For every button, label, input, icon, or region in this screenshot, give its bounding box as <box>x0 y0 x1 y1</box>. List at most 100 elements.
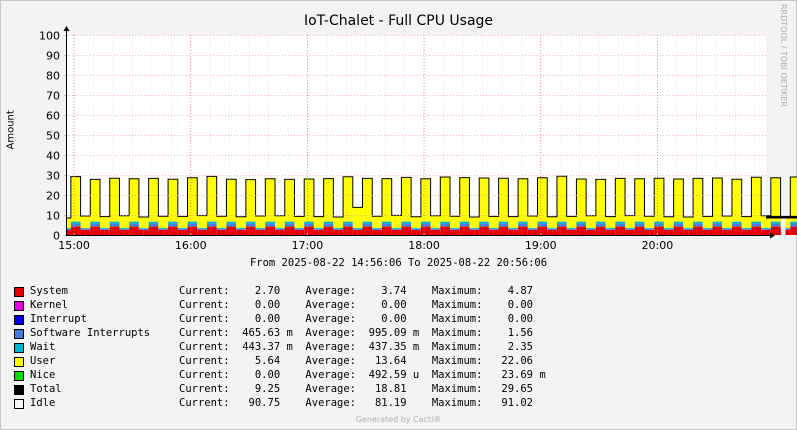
area-wait <box>693 221 703 224</box>
area-wait <box>202 227 207 229</box>
area-user <box>420 178 431 222</box>
area-software-interrupts <box>362 223 373 227</box>
area-user <box>610 216 616 228</box>
area-wait <box>430 227 436 229</box>
area-wait <box>688 227 694 229</box>
area-user <box>576 179 587 222</box>
area-wait <box>469 227 475 229</box>
area-system <box>411 229 416 235</box>
area-software-interrupts <box>629 228 635 230</box>
area-software-interrupts <box>668 228 674 230</box>
area-software-interrupts <box>70 223 81 227</box>
area-user <box>688 217 694 228</box>
area-user <box>761 215 766 228</box>
area-wait <box>702 227 708 229</box>
legend-series-name: System <box>30 285 68 297</box>
area-software-interrupts <box>323 223 334 227</box>
area-user <box>216 216 222 228</box>
area-software-interrupts <box>182 228 188 230</box>
area-system <box>275 229 280 235</box>
area-system <box>357 229 363 235</box>
area-user <box>158 216 164 228</box>
area-system <box>362 226 373 235</box>
area-user <box>197 215 203 228</box>
legend-series-name: Nice <box>30 369 56 381</box>
area-user <box>338 217 344 228</box>
area-software-interrupts <box>202 228 207 230</box>
legend-swatch <box>14 357 24 367</box>
legend-swatch <box>14 329 24 339</box>
area-software-interrupts <box>343 223 353 227</box>
area-system <box>770 226 781 235</box>
area-system <box>241 229 246 235</box>
area-system <box>552 229 557 235</box>
rrdtool-watermark: RRDTOOL / TOBI OETIKER <box>779 4 788 108</box>
area-user <box>508 216 514 228</box>
legend-series-stats: Current: 9.25 Average: 18.81 Maximum: 29… <box>179 383 546 395</box>
area-wait <box>591 227 596 229</box>
area-software-interrupts <box>547 228 553 230</box>
area-software-interrupts <box>746 228 752 230</box>
area-wait <box>100 227 105 229</box>
area-wait <box>80 227 86 229</box>
area-software-interrupts <box>634 223 645 227</box>
area-wait <box>216 227 222 229</box>
area-software-interrupts <box>381 223 392 227</box>
area-wait <box>780 227 782 229</box>
legend-series-stats: Current: 5.64 Average: 13.64 Maximum: 22… <box>179 355 546 367</box>
area-wait <box>450 227 455 229</box>
area-user <box>85 216 91 228</box>
x-tick-label: 15:00 <box>58 239 90 252</box>
area-software-interrupts <box>430 228 436 230</box>
area-software-interrupts <box>454 228 460 230</box>
area-software-interrupts <box>552 228 557 230</box>
area-wait <box>168 221 178 224</box>
area-user <box>265 178 276 222</box>
area-wait <box>722 227 728 229</box>
area-wait <box>629 227 635 229</box>
area-user <box>634 178 645 222</box>
area-software-interrupts <box>104 228 110 230</box>
area-software-interrupts <box>537 223 548 227</box>
area-user <box>381 178 392 222</box>
area-software-interrupts <box>518 223 528 227</box>
area-software-interrupts <box>731 223 742 227</box>
chart-title: IoT-Chalet - Full CPU Usage <box>303 13 494 29</box>
area-user <box>683 217 689 228</box>
plot-background <box>66 35 766 235</box>
area-wait <box>571 227 577 229</box>
legend-swatch <box>14 371 24 381</box>
area-system <box>790 226 797 235</box>
area-system <box>712 226 723 235</box>
area-user <box>362 178 373 222</box>
area-user <box>780 216 782 228</box>
area-user <box>202 215 207 228</box>
area-system <box>80 229 86 235</box>
area-user <box>537 177 548 222</box>
area-software-interrupts <box>591 228 596 230</box>
y-tick-label: 100 <box>39 30 60 43</box>
area-user <box>790 177 797 222</box>
area-software-interrupts <box>688 228 694 230</box>
area-user <box>411 216 416 228</box>
area-software-interrupts <box>605 228 611 230</box>
area-system <box>70 226 81 235</box>
area-system <box>109 226 120 235</box>
area-user <box>556 176 567 222</box>
area-wait <box>420 221 431 224</box>
area-user <box>712 178 723 222</box>
x-tick-label: 19:00 <box>525 239 557 252</box>
legend-series-name: Total <box>30 383 62 395</box>
area-user <box>595 179 606 222</box>
area-wait <box>343 221 353 224</box>
area-software-interrupts <box>741 228 747 230</box>
area-system <box>751 226 762 235</box>
area-user <box>727 216 732 228</box>
area-system <box>727 229 732 235</box>
area-system <box>707 229 713 235</box>
area-user <box>605 216 611 228</box>
area-software-interrupts <box>493 228 499 230</box>
area-wait <box>275 227 280 229</box>
area-system <box>318 229 324 235</box>
area-software-interrupts <box>299 228 305 230</box>
